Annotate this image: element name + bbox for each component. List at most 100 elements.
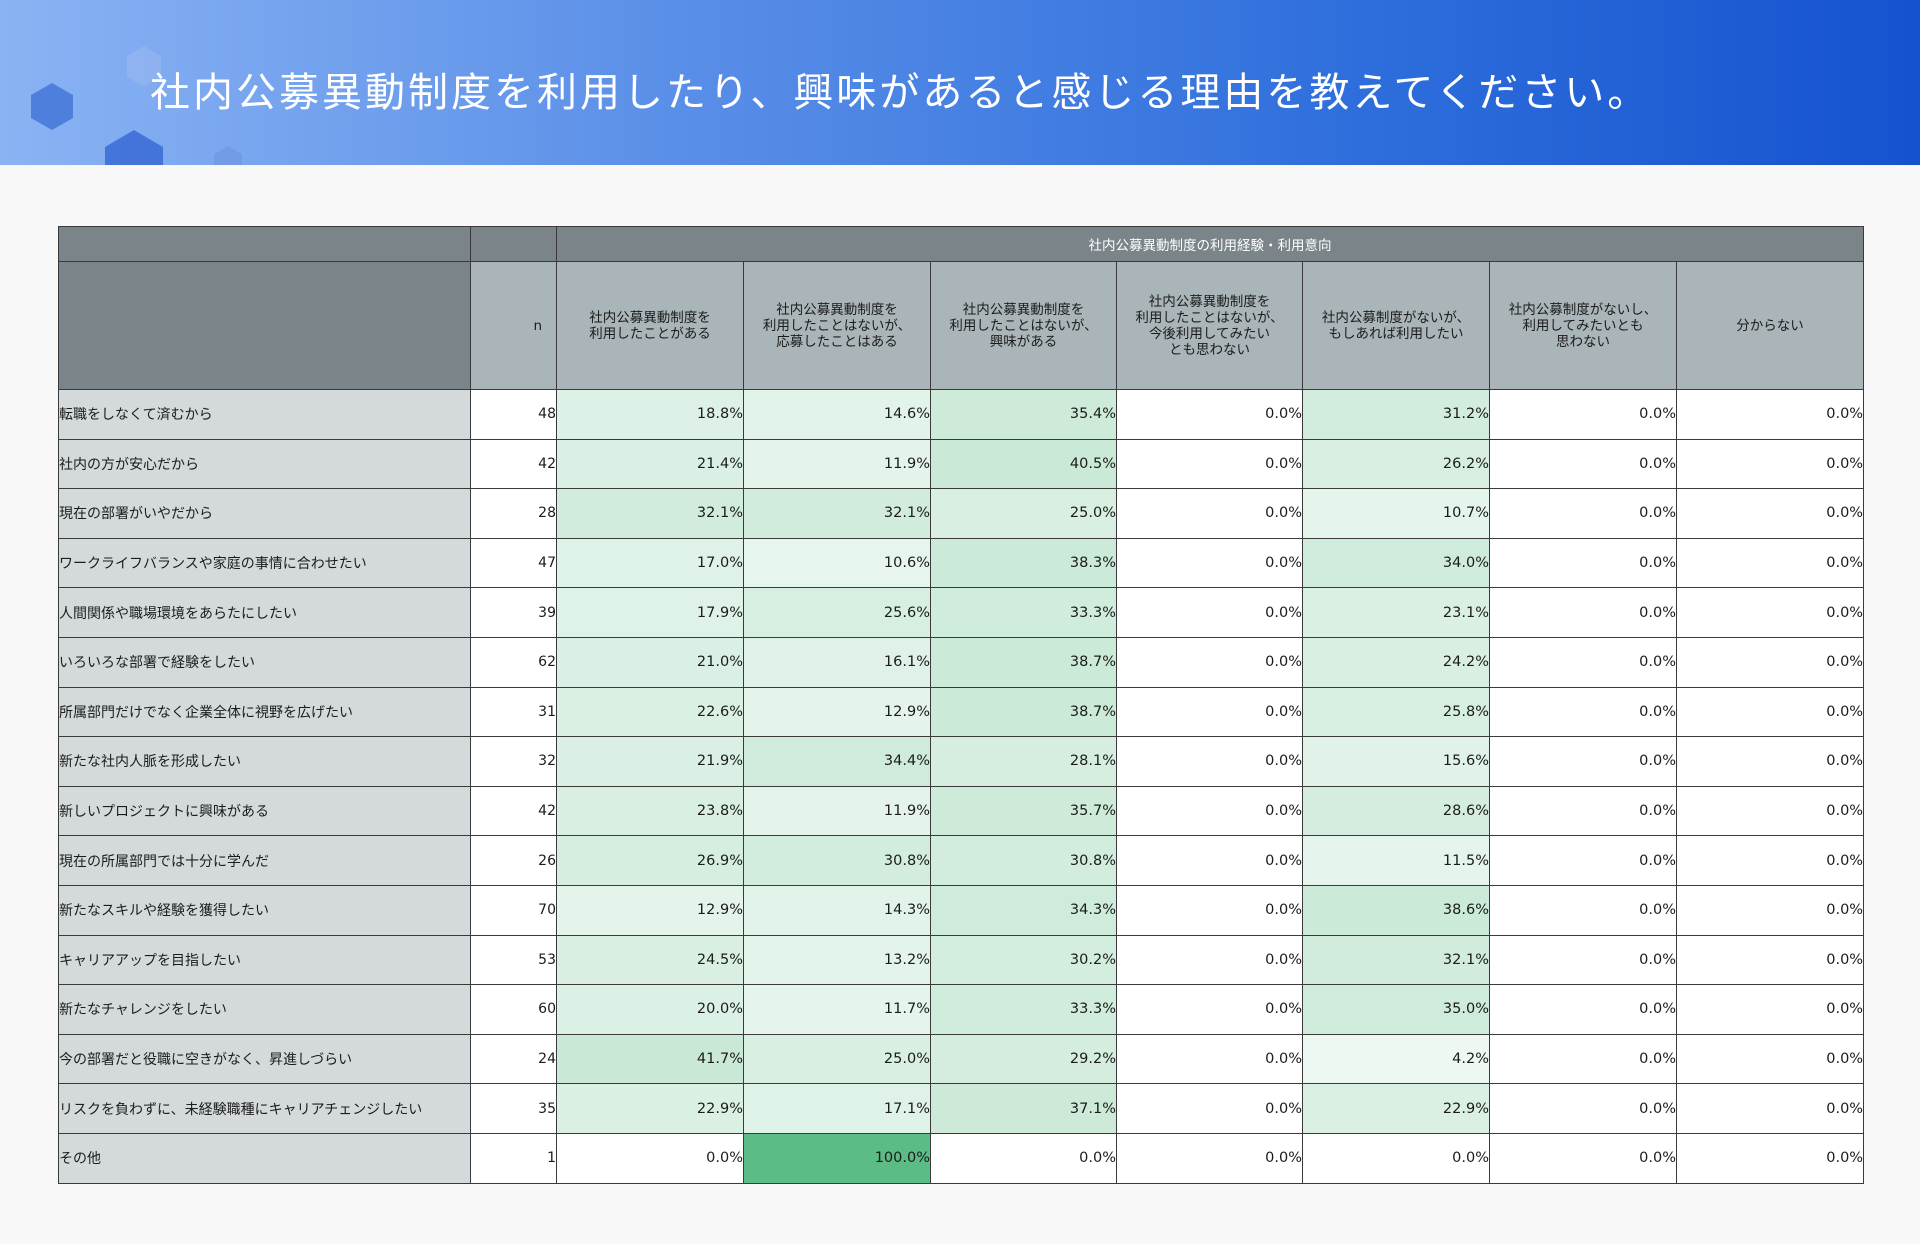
value-cell: 17.0%: [556, 537, 744, 589]
column-header-line: 今後利用してみたい: [1148, 325, 1271, 342]
table-row: いろいろな部署で経験をしたい 62 21.0% 16.1% 38.7% 0.0% 24.2%…: [58, 636, 1865, 688]
value-cell: 0.0%: [1489, 438, 1677, 490]
header-corner: [58, 226, 471, 262]
column-header-line: 利用したことはないが、: [1135, 309, 1284, 326]
value-cell: 0.0%: [556, 1132, 744, 1184]
value-cell: 18.8%: [556, 389, 744, 440]
value-cell: 0.0%: [1116, 934, 1303, 986]
value-cell: 0.0%: [1489, 934, 1677, 986]
value-cell: 0.0%: [1675, 884, 1865, 936]
value-cell: 0.0%: [1675, 389, 1865, 440]
header-n-blank: [470, 226, 557, 262]
row-n-count: 26: [470, 835, 557, 886]
column-header-line: もしあれば利用したい: [1328, 325, 1464, 342]
row-n-count: 42: [470, 438, 557, 490]
value-cell: 26.2%: [1302, 438, 1490, 490]
value-cell: 28.6%: [1302, 785, 1490, 837]
column-header-2: 社内公募異動制度を 利用したことはないが、 応募したことはある: [743, 261, 931, 390]
value-cell: 0.0%: [1489, 984, 1677, 1035]
value-cell: 0.0%: [1116, 537, 1303, 589]
value-cell: 11.9%: [743, 438, 931, 490]
column-header-line: 社内公募異動制度を: [1148, 293, 1271, 310]
value-cell: 34.3%: [930, 884, 1117, 936]
value-cell: 0.0%: [1675, 1083, 1865, 1134]
column-header-line: 利用したことはないが、: [762, 317, 912, 334]
row-label: 新たなスキルや経験を獲得したい: [58, 884, 471, 936]
value-cell: 34.0%: [1302, 537, 1490, 589]
value-cell: 0.0%: [1675, 636, 1865, 688]
value-cell: 15.6%: [1302, 736, 1490, 787]
value-cell: 0.0%: [1675, 686, 1865, 738]
value-cell: 0.0%: [1116, 984, 1303, 1035]
value-cell: 21.0%: [556, 636, 744, 688]
value-cell: 0.0%: [1675, 438, 1865, 490]
table-row: 社内の方が安心だから 42 21.4% 11.9% 40.5% 0.0% 26.2% 0.0%…: [58, 438, 1865, 490]
value-cell: 38.3%: [930, 537, 1117, 589]
value-cell: 10.7%: [1302, 488, 1490, 539]
value-cell: 0.0%: [1675, 488, 1865, 539]
row-label: 新しいプロジェクトに興味がある: [58, 785, 471, 837]
value-cell: 0.0%: [1489, 835, 1677, 886]
value-cell: 21.9%: [556, 736, 744, 787]
value-cell: 35.4%: [930, 389, 1117, 440]
table-row: ワークライフバランスや家庭の事情に合わせたい 47 17.0% 10.6% 38.3% 0…: [58, 537, 1865, 589]
value-cell: 21.4%: [556, 438, 744, 490]
table-row: 新たな社内人脈を形成したい 32 21.9% 34.4% 28.1% 0.0% 15.6% 0…: [58, 736, 1865, 787]
value-cell: 0.0%: [1116, 1033, 1303, 1085]
column-header-3: 社内公募異動制度を 利用したことはないが、 興味がある: [930, 261, 1117, 390]
value-cell: 0.0%: [1675, 1132, 1865, 1184]
table-row: 人間関係や職場環境をあらたにしたい 39 17.9% 25.6% 33.3% 0.0% 23…: [58, 587, 1865, 638]
value-cell: 35.7%: [930, 785, 1117, 837]
value-cell: 28.1%: [930, 736, 1117, 787]
value-cell: 25.0%: [930, 488, 1117, 539]
column-header-line: 利用してみたいとも: [1522, 317, 1644, 334]
table-row: 現在の所属部門では十分に学んだ 26 26.9% 30.8% 30.8% 0.0% 11.5…: [58, 835, 1865, 886]
value-cell: 31.2%: [1302, 389, 1490, 440]
table-row: 新たなチャレンジをしたい 60 20.0% 11.7% 33.3% 0.0% 35.0% 0.…: [58, 984, 1865, 1035]
column-header-line: 社内公募異動制度を: [589, 309, 711, 326]
value-cell: 0.0%: [1116, 438, 1303, 490]
column-header-7: 分からない: [1675, 261, 1865, 390]
value-cell: 0.0%: [1489, 389, 1677, 440]
row-label: いろいろな部署で経験をしたい: [58, 636, 471, 688]
value-cell: 100.0%: [743, 1132, 931, 1184]
value-cell: 35.0%: [1302, 984, 1490, 1035]
value-cell: 0.0%: [1675, 537, 1865, 589]
column-header-4: 社内公募異動制度を 利用したことはないが、 今後利用してみたい とも思わない: [1116, 261, 1303, 390]
value-cell: 40.5%: [930, 438, 1117, 490]
value-cell: 0.0%: [1489, 785, 1677, 837]
value-cell: 17.9%: [556, 587, 744, 638]
value-cell: 23.1%: [1302, 587, 1490, 638]
row-n-count: 62: [470, 636, 557, 688]
column-header-line: 社内公募異動制度を: [962, 301, 1085, 318]
value-cell: 0.0%: [1489, 1132, 1677, 1184]
value-cell: 0.0%: [1489, 537, 1677, 589]
column-header-5: 社内公募制度がないが、 もしあれば利用したい: [1302, 261, 1490, 390]
value-cell: 11.9%: [743, 785, 931, 837]
value-cell: 0.0%: [1116, 785, 1303, 837]
header-label-blank: [58, 261, 471, 390]
row-n-count: 60: [470, 984, 557, 1035]
column-header-line: 社内公募異動制度を: [776, 301, 898, 318]
value-cell: 0.0%: [1489, 884, 1677, 936]
value-cell: 0.0%: [1116, 835, 1303, 886]
value-cell: 13.2%: [743, 934, 931, 986]
value-cell: 0.0%: [1489, 587, 1677, 638]
column-header-line: 利用したことがある: [589, 325, 711, 342]
row-label: その他: [58, 1132, 471, 1184]
value-cell: 32.1%: [1302, 934, 1490, 986]
value-cell: 0.0%: [1116, 1132, 1303, 1184]
value-cell: 4.2%: [1302, 1033, 1490, 1085]
value-cell: 30.2%: [930, 934, 1117, 986]
row-n-count: 35: [470, 1083, 557, 1134]
row-n-count: 31: [470, 686, 557, 738]
value-cell: 25.0%: [743, 1033, 931, 1085]
column-header-line: 社内公募制度がないが、: [1321, 309, 1471, 326]
column-header-line: 興味がある: [989, 333, 1058, 350]
row-n-count: 48: [470, 389, 557, 440]
value-cell: 22.9%: [556, 1083, 744, 1134]
column-header-line: 応募したことはある: [776, 333, 898, 350]
column-header-line: 社内公募制度がないし、: [1508, 301, 1658, 318]
value-cell: 30.8%: [743, 835, 931, 886]
value-cell: 10.6%: [743, 537, 931, 589]
